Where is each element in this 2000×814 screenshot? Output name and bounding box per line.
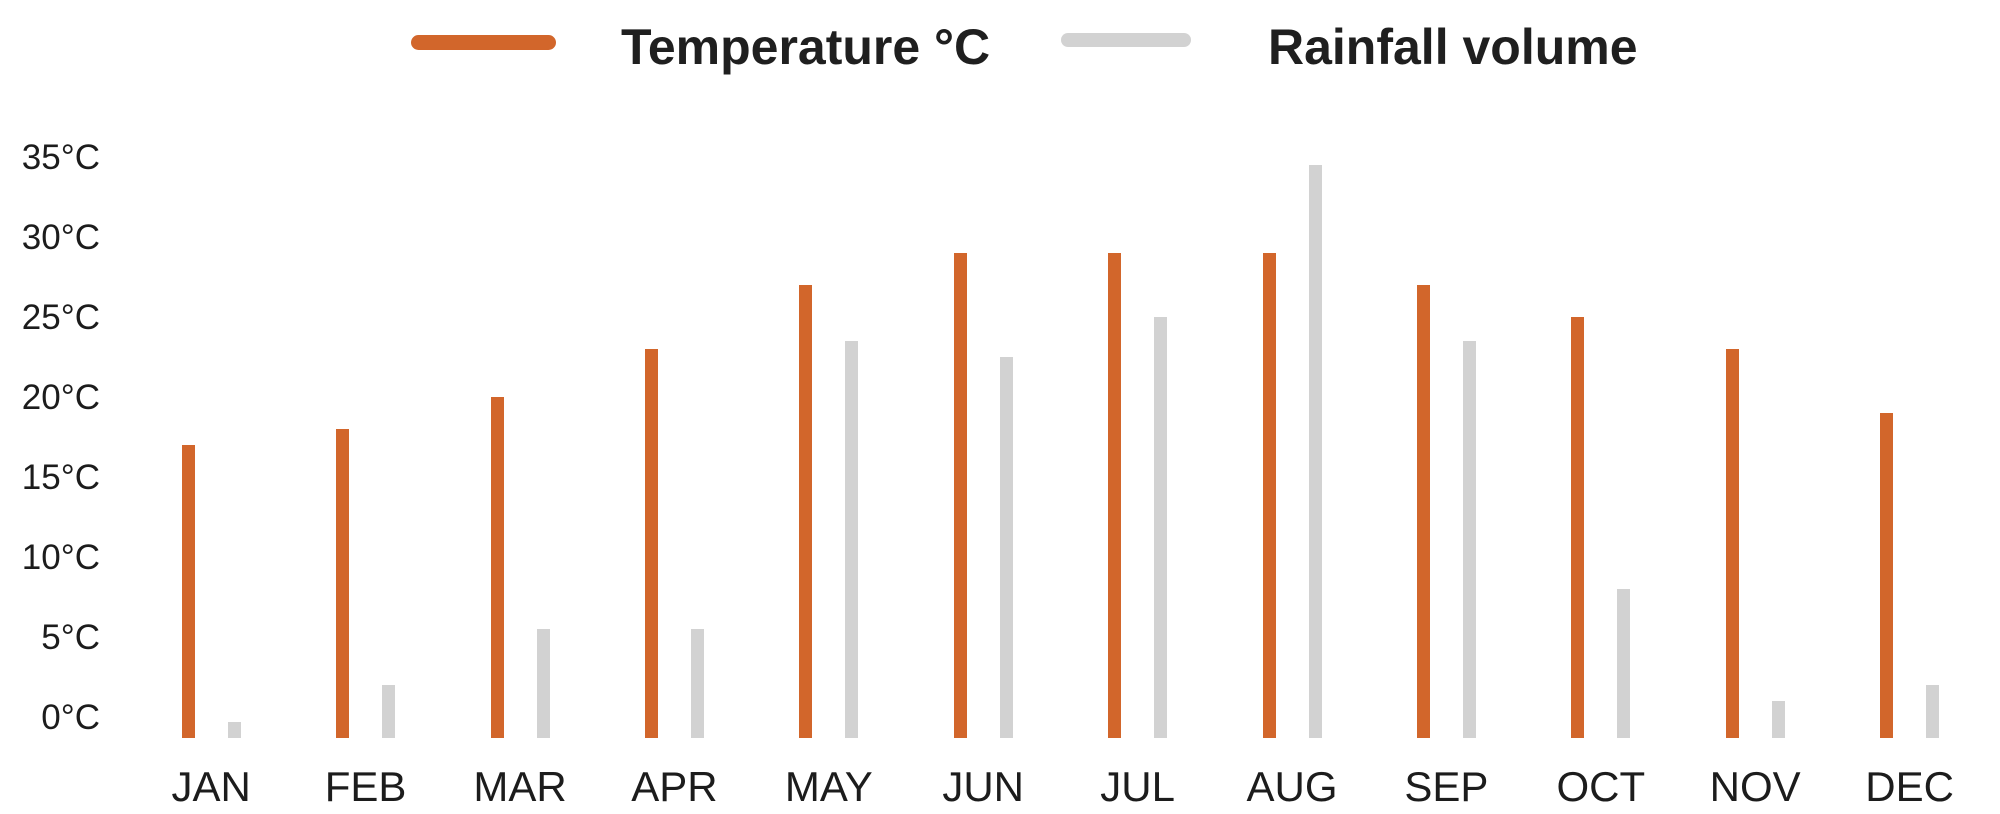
bar-temperature-jul bbox=[1108, 253, 1122, 738]
bar-rainfall-aug bbox=[1308, 165, 1322, 738]
bar-rainfall-jan bbox=[227, 722, 241, 738]
x-label-jun: JUN bbox=[942, 763, 1025, 810]
x-label-oct: OCT bbox=[1556, 763, 1646, 810]
y-tick-label-0: 0°C bbox=[41, 698, 100, 737]
bar-temperature-sep bbox=[1416, 285, 1430, 738]
bar-temperature-dec bbox=[1880, 413, 1894, 738]
bar-temperature-jan bbox=[181, 445, 195, 738]
x-label-apr: APR bbox=[631, 763, 718, 810]
y-tick-label-10: 10°C bbox=[21, 538, 100, 577]
bar-temperature-jun bbox=[953, 253, 967, 738]
bar-rainfall-oct bbox=[1617, 589, 1631, 738]
bar-rainfall-jul bbox=[1154, 317, 1168, 738]
x-label-aug: AUG bbox=[1246, 763, 1338, 810]
legend-swatch-temperature-icon[interactable] bbox=[411, 35, 556, 50]
bar-rainfall-mar bbox=[536, 629, 550, 738]
x-label-sep: SEP bbox=[1404, 763, 1489, 810]
x-label-nov: NOV bbox=[1709, 763, 1801, 810]
x-label-mar: MAR bbox=[473, 763, 567, 810]
y-tick-label-30: 30°C bbox=[21, 218, 100, 257]
y-tick-label-5: 5°C bbox=[41, 618, 100, 657]
bar-rainfall-jun bbox=[999, 357, 1013, 738]
bar-temperature-mar bbox=[490, 397, 504, 738]
y-tick-label-35: 35°C bbox=[21, 138, 100, 177]
x-label-dec: DEC bbox=[1865, 763, 1954, 810]
y-tick-label-20: 20°C bbox=[21, 378, 100, 417]
x-label-jan: JAN bbox=[171, 763, 251, 810]
x-label-may: MAY bbox=[784, 763, 873, 810]
legend-label-temperature[interactable]: Temperature °C bbox=[621, 19, 991, 75]
y-tick-label-15: 15°C bbox=[21, 458, 100, 497]
bar-rainfall-dec bbox=[1926, 685, 1940, 738]
bar-rainfall-sep bbox=[1462, 341, 1476, 738]
bar-temperature-oct bbox=[1571, 317, 1585, 738]
bar-temperature-apr bbox=[644, 349, 658, 738]
legend-swatch-rainfall-icon[interactable] bbox=[1061, 33, 1191, 47]
legend-label-rainfall[interactable]: Rainfall volume bbox=[1268, 19, 1638, 75]
bar-rainfall-nov bbox=[1771, 701, 1785, 738]
bar-rainfall-feb bbox=[382, 685, 396, 738]
bar-rainfall-may bbox=[845, 341, 859, 738]
x-label-jul: JUL bbox=[1100, 763, 1175, 810]
y-tick-label-25: 25°C bbox=[21, 298, 100, 337]
x-label-feb: FEB bbox=[324, 763, 407, 810]
bar-rainfall-apr bbox=[690, 629, 704, 738]
bar-temperature-nov bbox=[1725, 349, 1739, 738]
bar-temperature-may bbox=[799, 285, 813, 738]
bar-temperature-feb bbox=[336, 429, 350, 738]
bar-temperature-aug bbox=[1262, 253, 1276, 738]
